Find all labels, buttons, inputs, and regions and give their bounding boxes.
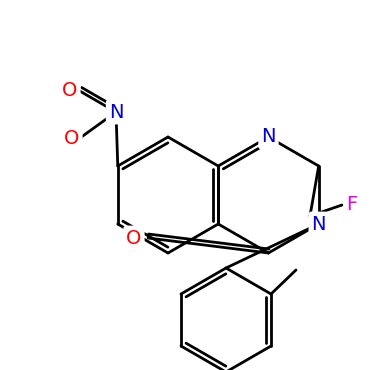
Text: O: O	[126, 229, 142, 248]
Text: O: O	[64, 128, 80, 148]
Text: O: O	[62, 81, 78, 100]
Text: N: N	[109, 102, 123, 121]
Text: F: F	[347, 195, 358, 215]
Text: N: N	[261, 128, 276, 147]
Text: N: N	[311, 215, 326, 233]
